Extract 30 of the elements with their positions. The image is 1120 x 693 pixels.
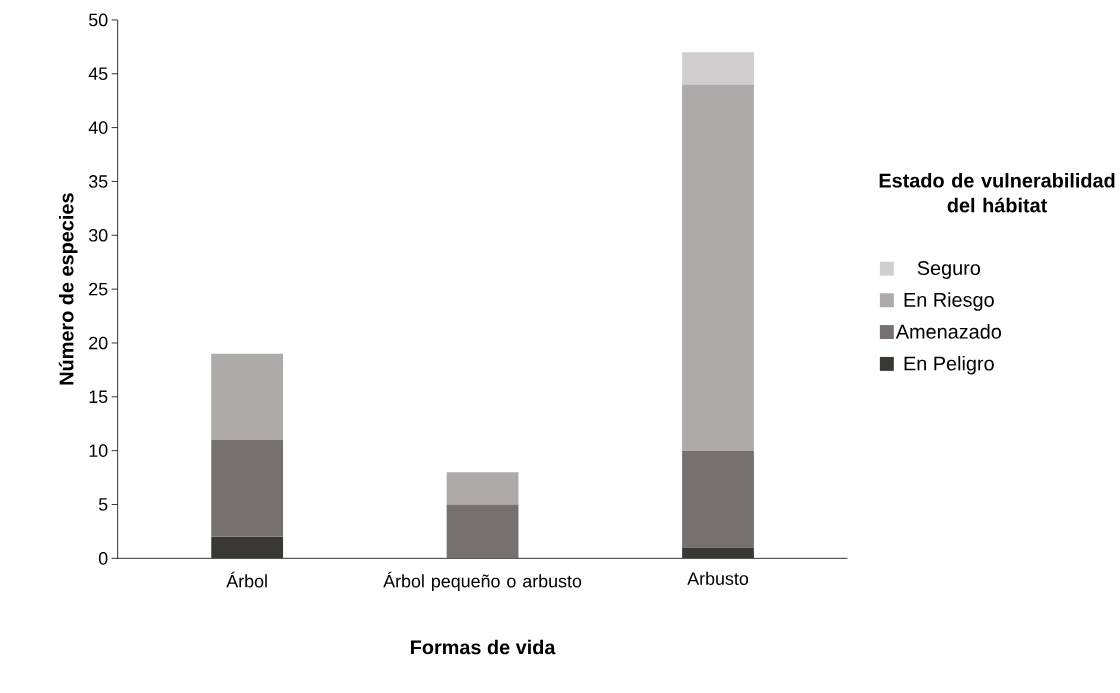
y-axis-title: Número de especies <box>58 193 78 385</box>
y-tick-label: 20 <box>89 336 108 350</box>
bar <box>682 547 754 559</box>
bar <box>211 536 284 559</box>
bar <box>446 472 519 505</box>
legend-label: Amenazado <box>895 324 1001 339</box>
legend-label: Seguro <box>917 261 981 280</box>
y-tick-label: 0 <box>98 552 108 565</box>
x-tick-label: Arbusto <box>687 571 749 585</box>
bar <box>446 504 519 559</box>
bar <box>682 450 754 548</box>
bar <box>682 52 754 85</box>
bar <box>682 84 754 451</box>
x-tick-label: Árbol <box>226 571 267 588</box>
y-tick-label: 15 <box>89 390 108 404</box>
y-tick-label: 10 <box>89 444 108 458</box>
y-tick-label: 5 <box>98 498 108 511</box>
bar <box>211 353 284 440</box>
y-tick-label: 25 <box>89 282 108 296</box>
x-axis-title: Formas de vida <box>411 639 556 655</box>
y-tick-label: 35 <box>88 175 108 188</box>
y-tick-label: 50 <box>88 13 108 27</box>
y-tick-label: 40 <box>88 121 108 134</box>
x-tick-label: Árbol pequeño o arbusto <box>383 571 582 592</box>
y-tick-label: 45 <box>88 67 108 81</box>
legend-label: En Riesgo <box>904 292 994 311</box>
legend-label: En Peligro <box>904 355 994 375</box>
bar <box>211 439 284 537</box>
legend-title: Estado de vulnerabilidad del hábitat <box>879 173 1115 213</box>
y-tick-label: 30 <box>88 228 108 242</box>
